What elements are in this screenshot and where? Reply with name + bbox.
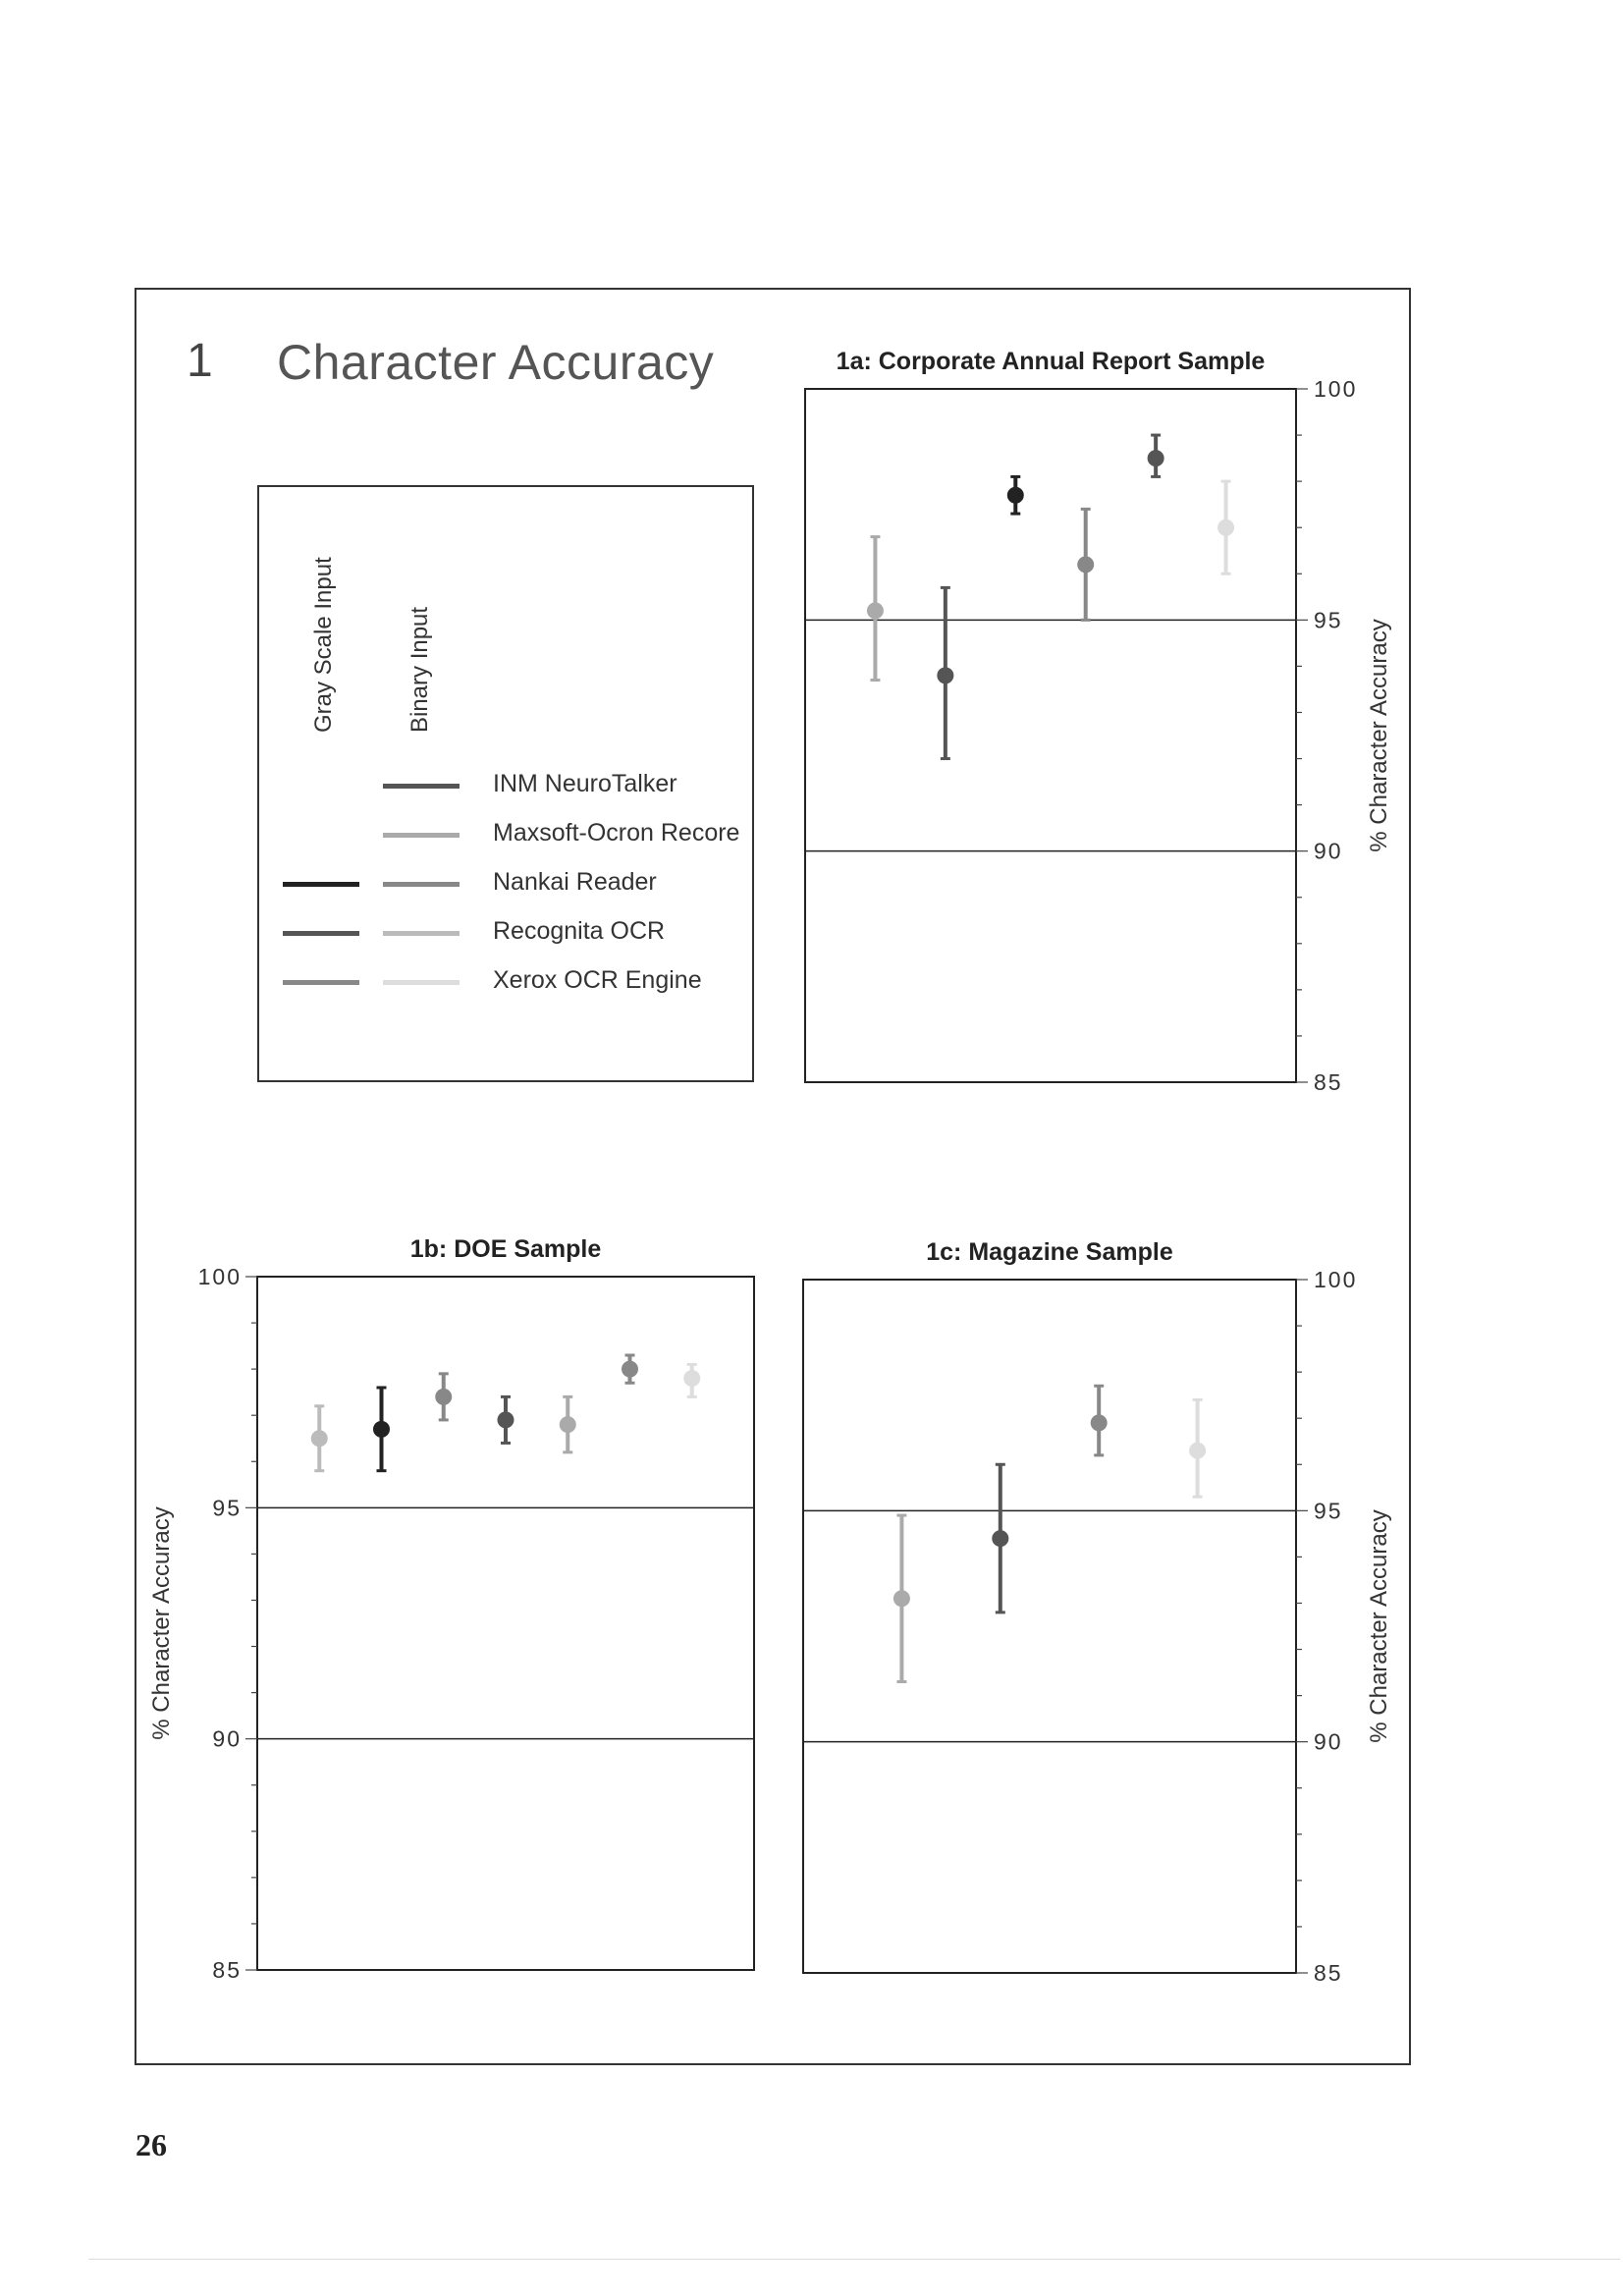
legend: Gray Scale Input Binary Input INM NeuroT…: [257, 485, 754, 1082]
marker: [1147, 450, 1164, 467]
legend-entry-recognita: Recognita OCR: [259, 913, 750, 953]
marker: [683, 1370, 701, 1388]
legend-entry-maxsoft: Maxsoft-Ocron Recore: [259, 815, 750, 854]
data-point: [622, 1353, 638, 1385]
footer-rule: [88, 2259, 1620, 2260]
data-point: [1147, 433, 1164, 478]
y-axis-label: % Character Accuracy: [1366, 1509, 1392, 1742]
chart-title: 1c: Magazine Sample: [926, 1238, 1173, 1266]
y-tick-label: 85: [1314, 1069, 1343, 1095]
marker: [559, 1416, 576, 1434]
data-point: [937, 585, 954, 761]
legend-entry-nankai: Nankai Reader: [259, 864, 750, 903]
plot-area: [802, 1279, 1297, 1974]
legend-label: Xerox OCR Engine: [493, 966, 702, 994]
marker: [1006, 486, 1024, 504]
marker: [893, 1590, 910, 1608]
data-point: [1006, 474, 1024, 516]
data-point: [1090, 1384, 1108, 1457]
data-point: [310, 1404, 328, 1473]
legend-label: Maxsoft-Ocron Recore: [493, 819, 740, 847]
marker: [622, 1360, 638, 1378]
data-point: [866, 535, 884, 683]
legend-entry-inm: INM NeuroTalker: [259, 766, 750, 805]
legend-label: INM NeuroTalker: [493, 770, 677, 797]
chart-panel-1c: 1c: Magazine Sample 100 95 90 85 % Character …: [802, 1238, 1392, 1986]
marker: [310, 1430, 328, 1448]
marker: [937, 667, 954, 684]
marker: [866, 602, 884, 620]
y-tick-label: 85: [212, 1957, 242, 1983]
data-point: [1189, 1397, 1207, 1499]
chart-title: 1b: DOE Sample: [410, 1235, 602, 1263]
marker: [373, 1420, 390, 1438]
y-tick-label: 100: [1314, 376, 1357, 402]
legend-swatch-binary: [383, 833, 460, 838]
section-title: Character Accuracy: [277, 335, 715, 390]
legend-entry-xerox: Xerox OCR Engine: [259, 962, 750, 1002]
y-tick-label: 90: [1314, 839, 1343, 864]
page-number: 26: [135, 2127, 167, 2162]
legend-swatch-binary: [383, 784, 460, 789]
data-point: [683, 1362, 701, 1398]
marker: [1077, 556, 1095, 574]
data-point: [559, 1394, 576, 1454]
data-point: [1077, 507, 1095, 622]
y-tick-label: 95: [1314, 607, 1343, 632]
legend-header-binary: Binary Input: [406, 606, 433, 733]
plot-area: [256, 1276, 755, 1971]
y-axis-label: % Character Accuracy: [148, 1506, 175, 1739]
marker: [1217, 519, 1235, 536]
marker: [1090, 1414, 1108, 1432]
y-axis-label: % Character Accuracy: [1366, 619, 1392, 851]
legend-swatch-gray: [283, 882, 359, 887]
y-tick-label: 95: [1314, 1498, 1343, 1523]
y-tick-label: 100: [198, 1264, 242, 1289]
y-tick-label: 90: [212, 1726, 242, 1752]
legend-swatch-gray: [283, 931, 359, 936]
y-tick-label: 95: [212, 1495, 242, 1520]
y-tick-label: 90: [1314, 1729, 1343, 1755]
legend-label: Recognita OCR: [493, 917, 666, 945]
legend-swatch-binary: [383, 931, 460, 936]
legend-swatch-gray: [283, 980, 359, 985]
section-number: 1: [187, 335, 213, 387]
legend-label: Nankai Reader: [493, 868, 657, 896]
marker: [992, 1530, 1009, 1548]
plot-area: [804, 388, 1297, 1083]
data-point: [893, 1513, 910, 1683]
marker: [1189, 1442, 1207, 1459]
marker: [435, 1388, 453, 1405]
legend-header-gray: Gray Scale Input: [310, 557, 337, 733]
data-point: [992, 1462, 1009, 1614]
legend-swatch-binary: [383, 882, 460, 887]
data-point: [497, 1394, 514, 1445]
data-point: [435, 1372, 453, 1422]
figure-frame: [135, 288, 1411, 2065]
legend-swatch-binary: [383, 980, 460, 985]
marker: [497, 1411, 514, 1429]
y-tick-label: 85: [1314, 1960, 1343, 1986]
chart-title: 1a: Corporate Annual Report Sample: [837, 348, 1266, 375]
data-point: [1217, 479, 1235, 575]
data-point: [373, 1386, 390, 1473]
chart-panel-1b: 1b: DOE Sample 100 95 90 85 % Character Accur…: [148, 1235, 755, 1983]
chart-panel-1a: 1a: Corporate Annual Report Sample 100 95 9…: [804, 348, 1392, 1095]
y-tick-label: 100: [1314, 1267, 1357, 1292]
